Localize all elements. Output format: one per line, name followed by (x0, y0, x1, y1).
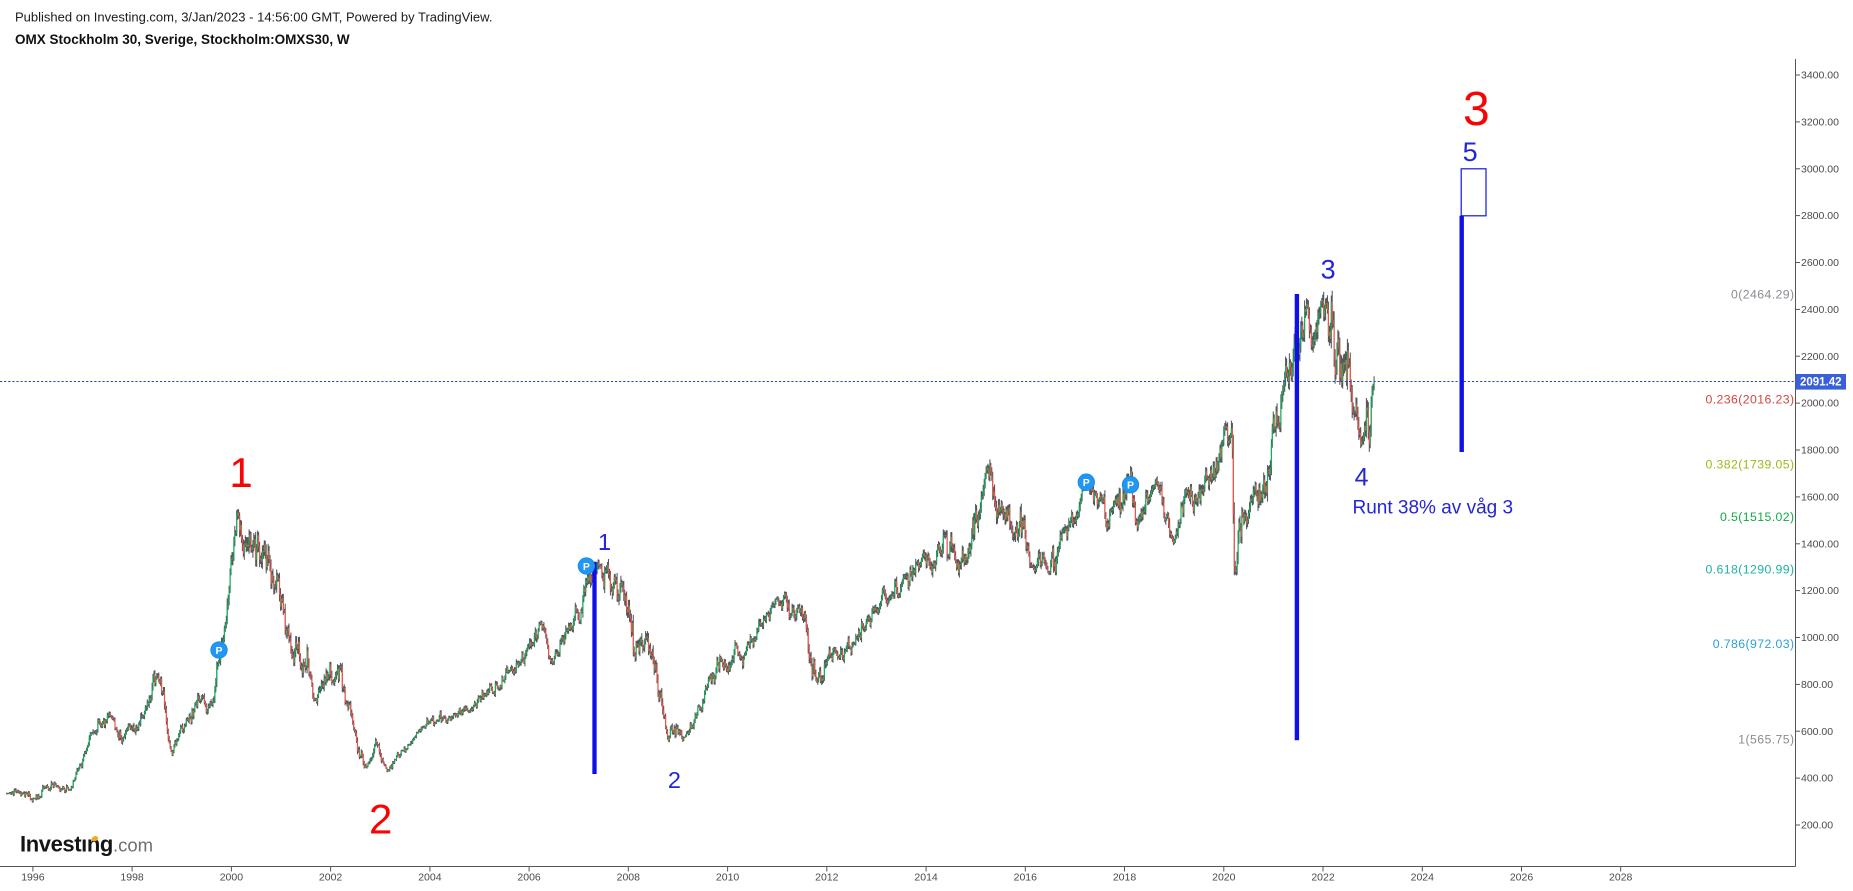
svg-text:0.236(2016.23): 0.236(2016.23) (1705, 392, 1794, 406)
svg-text:2010: 2010 (716, 872, 740, 884)
svg-text:1200.00: 1200.00 (1801, 585, 1839, 597)
svg-text:1800.00: 1800.00 (1801, 445, 1839, 457)
svg-text:1998: 1998 (120, 872, 144, 884)
svg-text:800.00: 800.00 (1801, 679, 1833, 691)
svg-text:600.00: 600.00 (1801, 726, 1833, 738)
svg-text:2012: 2012 (815, 872, 839, 884)
svg-text:2600.00: 2600.00 (1801, 257, 1839, 269)
svg-text:3: 3 (1321, 255, 1336, 285)
svg-text:3000.00: 3000.00 (1801, 163, 1839, 175)
svg-text:Runt 38% av våg 3: Runt 38% av våg 3 (1353, 498, 1514, 519)
svg-text:Investıng.com: Investıng.com (20, 832, 153, 857)
svg-text:2022: 2022 (1311, 872, 1335, 884)
svg-text:4: 4 (1355, 464, 1369, 492)
svg-text:1996: 1996 (21, 872, 45, 884)
svg-text:2014: 2014 (914, 872, 938, 884)
svg-text:1: 1 (229, 449, 252, 496)
svg-text:0.786(972.03): 0.786(972.03) (1713, 637, 1795, 651)
svg-text:3400.00: 3400.00 (1801, 70, 1839, 82)
svg-text:5: 5 (1463, 137, 1478, 167)
svg-text:2026: 2026 (1510, 872, 1534, 884)
svg-text:2018: 2018 (1113, 872, 1137, 884)
svg-text:0.5(1515.02): 0.5(1515.02) (1720, 510, 1795, 524)
svg-text:0(2464.29): 0(2464.29) (1731, 287, 1794, 301)
svg-text:2000: 2000 (220, 872, 244, 884)
svg-text:2400.00: 2400.00 (1801, 304, 1839, 316)
svg-text:2: 2 (369, 796, 392, 843)
svg-text:0.382(1739.05): 0.382(1739.05) (1705, 457, 1794, 471)
svg-text:2004: 2004 (418, 872, 442, 884)
svg-text:2200.00: 2200.00 (1801, 351, 1839, 363)
svg-text:2000.00: 2000.00 (1801, 398, 1839, 410)
svg-text:2091.42: 2091.42 (1800, 377, 1842, 389)
svg-text:2008: 2008 (617, 872, 641, 884)
svg-text:200.00: 200.00 (1801, 820, 1833, 832)
svg-text:2028: 2028 (1609, 872, 1633, 884)
svg-text:2024: 2024 (1411, 872, 1435, 884)
svg-text:2002: 2002 (319, 872, 343, 884)
svg-text:3200.00: 3200.00 (1801, 117, 1839, 129)
svg-text:400.00: 400.00 (1801, 773, 1833, 785)
svg-text:2800.00: 2800.00 (1801, 210, 1839, 222)
svg-text:0.618(1290.99): 0.618(1290.99) (1705, 562, 1794, 576)
svg-text:1000.00: 1000.00 (1801, 632, 1839, 644)
svg-text:Published on Investing.com, 3/: Published on Investing.com, 3/Jan/2023 -… (15, 10, 492, 25)
svg-text:P: P (1127, 480, 1134, 492)
svg-text:2006: 2006 (517, 872, 541, 884)
svg-text:2: 2 (668, 767, 681, 793)
svg-text:1400.00: 1400.00 (1801, 538, 1839, 550)
svg-text:2016: 2016 (1014, 872, 1038, 884)
svg-text:1600.00: 1600.00 (1801, 492, 1839, 504)
svg-text:P: P (215, 645, 222, 657)
svg-text:P: P (583, 561, 590, 573)
svg-text:1(565.75): 1(565.75) (1738, 732, 1794, 746)
svg-text:1: 1 (598, 529, 611, 555)
svg-text:2020: 2020 (1212, 872, 1236, 884)
svg-text:P: P (1083, 477, 1090, 489)
svg-text:3: 3 (1463, 83, 1490, 136)
svg-text:OMX Stockholm 30, Sverige, Sto: OMX Stockholm 30, Sverige, Stockholm:OMX… (15, 32, 350, 47)
